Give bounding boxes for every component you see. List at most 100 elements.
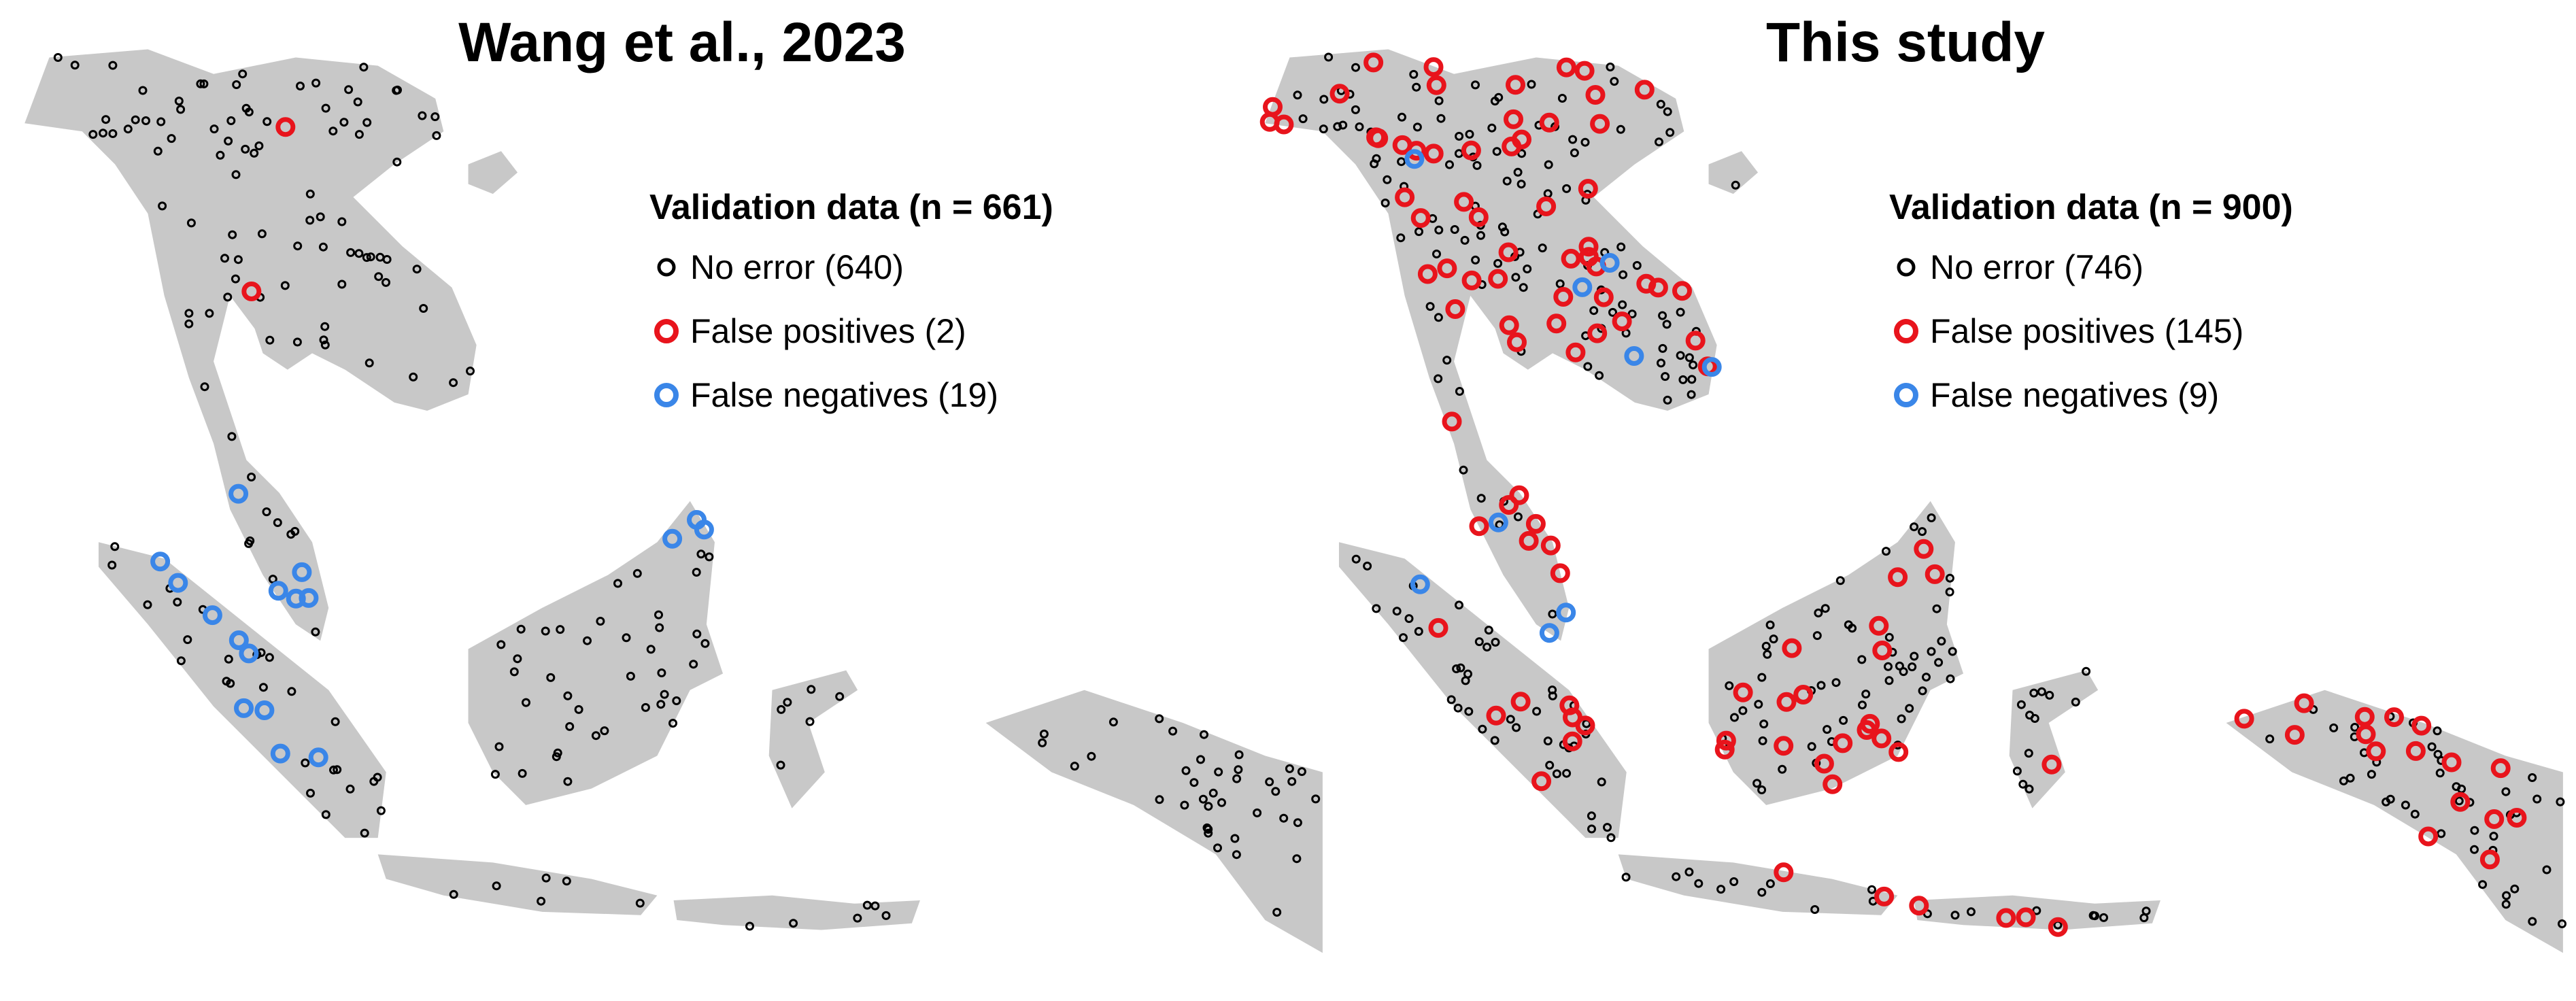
sample-point (2507, 808, 2527, 828)
sample-point (362, 253, 371, 262)
sample-point (2437, 829, 2446, 838)
sample-point (655, 623, 664, 632)
land (468, 500, 724, 805)
sample-point (1687, 390, 1696, 399)
sample-point (1198, 794, 1208, 804)
sample-point (1814, 608, 1823, 617)
sample-point (301, 758, 310, 768)
sample-point (2510, 884, 2520, 894)
sample-point (1899, 667, 1908, 677)
sample-point (1937, 637, 1946, 646)
sample-point (262, 507, 271, 517)
sample-point (1409, 69, 1419, 79)
sample-point (412, 265, 422, 274)
sample-point (280, 281, 290, 290)
sample-point (199, 79, 209, 88)
sample-point (360, 828, 369, 838)
sample-point (1585, 85, 1606, 105)
sample-point (1927, 647, 1936, 656)
sample-point (265, 653, 274, 662)
sample-point (2410, 809, 2420, 819)
sample-point (430, 112, 440, 122)
sample-point (689, 660, 698, 669)
sample-point (2501, 787, 2511, 796)
sample-point (1181, 766, 1191, 775)
sample-point (641, 702, 650, 712)
sample-point (1392, 607, 1402, 616)
sample-point (1548, 685, 1557, 695)
sample-point (1426, 75, 1446, 95)
sample-point (1539, 623, 1559, 643)
sample-point (286, 530, 296, 539)
sample-point (176, 656, 186, 666)
sample-point (2265, 734, 2275, 744)
sample-point (156, 117, 166, 126)
sample-point (1234, 750, 1244, 760)
sample-point (131, 115, 140, 124)
sample-point (2367, 770, 2376, 779)
sample-point (553, 748, 562, 758)
sample-point (293, 241, 303, 251)
sample-point (1556, 57, 1576, 78)
sample-point (1925, 564, 1945, 584)
sample-point (1455, 387, 1464, 396)
sample-point (1287, 777, 1297, 786)
sample-point (2502, 891, 2511, 900)
sample-point (1934, 658, 1944, 667)
sample-point (1363, 561, 1372, 571)
sample-point (1414, 627, 1423, 636)
sample-point (2501, 900, 2511, 909)
sample-point (1372, 604, 1381, 613)
sample-point (657, 668, 666, 677)
sample-point (268, 581, 288, 601)
sample-point (1469, 516, 1489, 537)
sample-point (2450, 792, 2471, 812)
sample-point (881, 911, 891, 920)
sample-point (1232, 774, 1242, 783)
sample-point (1465, 129, 1474, 139)
sample-point (337, 279, 347, 289)
sample-point (354, 249, 364, 258)
sample-point (1527, 80, 1536, 89)
legend-marker (657, 258, 676, 277)
sample-point (1510, 692, 1531, 712)
sample-point (1168, 726, 1178, 736)
sample-point (1599, 253, 1620, 273)
sample-point (1372, 154, 1381, 163)
sample-point (224, 136, 233, 146)
sample-point (354, 130, 364, 139)
sample-point (1355, 122, 1364, 131)
sample-point (654, 610, 663, 620)
sample-point (1589, 306, 1599, 316)
sample-point (373, 773, 382, 782)
sample-point (1685, 330, 1706, 351)
sample-point (1562, 731, 1582, 751)
sample-point (745, 921, 754, 931)
sample-point (591, 731, 600, 741)
sample-point (522, 698, 530, 707)
panel-title: This study (1766, 12, 2045, 73)
legend-marker (1894, 319, 1918, 343)
sample-point (1434, 225, 1444, 235)
sample-point (1351, 63, 1360, 72)
sample-point (1562, 184, 1572, 193)
sample-point (1570, 148, 1579, 158)
sample-point (1665, 128, 1675, 137)
sample-point (2427, 742, 2437, 751)
sample-point (1578, 237, 1599, 257)
sample-point (541, 626, 550, 636)
sample-point (88, 130, 98, 139)
sample-point (1396, 233, 1406, 243)
sample-point (1497, 222, 1507, 232)
sample-point (776, 760, 785, 770)
sample-point (1490, 736, 1499, 745)
sample-point (1540, 535, 1561, 556)
sample-point (2016, 700, 2026, 709)
sample-point (696, 549, 706, 559)
sample-point (141, 116, 150, 125)
sample-point (107, 560, 117, 570)
sample-point (622, 633, 631, 643)
sample-point (241, 144, 250, 154)
sample-point (346, 248, 356, 257)
